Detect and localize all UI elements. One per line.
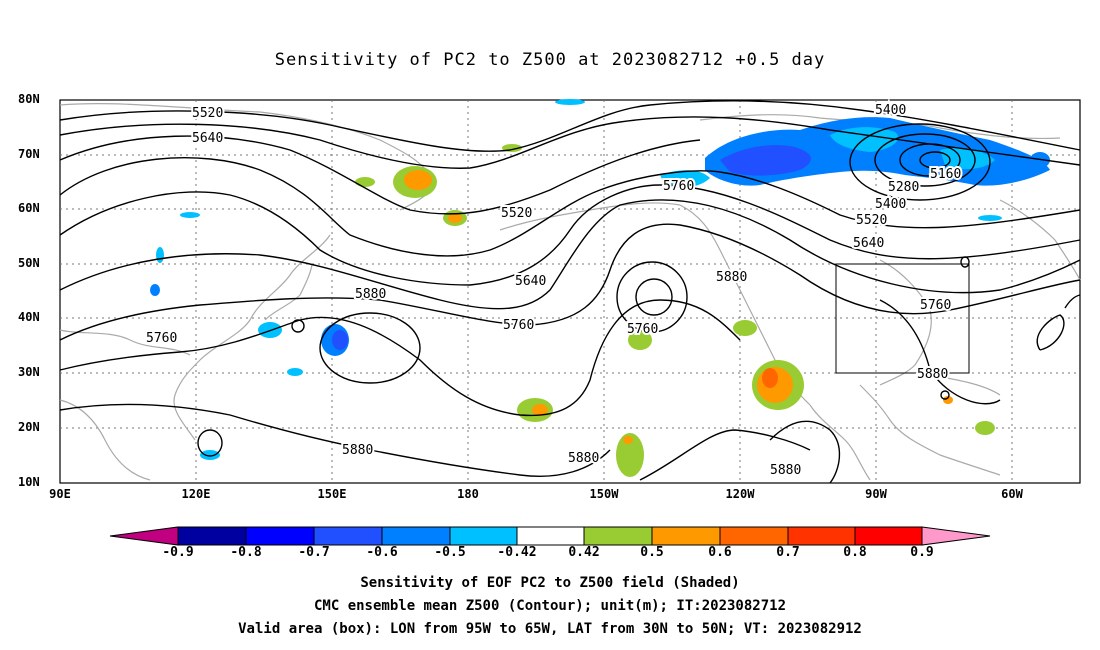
contour-label: 5520 [856, 213, 887, 228]
colorbar-tick-label: -0.5 [434, 545, 466, 560]
lon-label: 90E [49, 487, 71, 501]
contour-label: 5640 [853, 236, 884, 251]
contour-label: 5880 [770, 463, 801, 478]
colorbar-swatch [719, 526, 789, 546]
contour-label: 5760 [146, 331, 177, 346]
z500-contours [59, 100, 1081, 484]
colorbar-tick-label: 0.7 [776, 545, 800, 560]
colorbar-tick-label: -0.6 [366, 545, 398, 560]
colorbar-over-arrow [921, 526, 991, 546]
contour-label: 5520 [192, 106, 223, 121]
valid-area-box [835, 263, 970, 374]
colorbar-tick-label: -0.8 [230, 545, 262, 560]
colorbar-tick-label: 0.42 [568, 545, 600, 560]
lon-label: 150W [589, 487, 619, 501]
colorbar [109, 526, 991, 546]
colorbar-swatch [177, 526, 247, 546]
colorbar-swatch [313, 526, 383, 546]
contour-label: 5760 [920, 298, 951, 313]
contour-label: 5520 [501, 206, 532, 221]
colorbar-swatch [449, 526, 518, 546]
lon-label: 90W [865, 487, 887, 501]
gridlines [60, 100, 1080, 483]
colorbar-swatch [381, 526, 451, 546]
colorbar-swatch [516, 526, 585, 546]
contour-label: 5760 [627, 322, 658, 337]
contour-label: 5400 [875, 197, 906, 212]
contour-label: 5160 [930, 167, 961, 182]
colorbar-tick-label: 0.9 [910, 545, 934, 560]
lon-label: 180 [457, 487, 479, 501]
colorbar-tick-label: 0.5 [640, 545, 664, 560]
contour-label: 5640 [515, 274, 546, 289]
caption-line-3: Valid area (box): LON from 95W to 65W, L… [238, 621, 862, 637]
colorbar-swatch [854, 526, 923, 546]
colorbar-tick-label: 0.8 [843, 545, 867, 560]
contour-label: 5880 [917, 367, 948, 382]
contour-label: 5880 [568, 451, 599, 466]
colorbar-tick-label: 0.6 [708, 545, 732, 560]
lat-label: 70N [18, 147, 40, 161]
colorbar-swatch [583, 526, 653, 546]
contour-label: 5880 [355, 287, 386, 302]
lat-label: 10N [18, 475, 40, 489]
lat-label: 60N [18, 201, 40, 215]
lon-label: 120W [725, 487, 755, 501]
lat-label: 50N [18, 256, 40, 270]
colorbar-tick-label: -0.9 [162, 545, 194, 560]
colorbar-tick-label: -0.42 [497, 545, 537, 560]
contour-label: 5280 [888, 180, 919, 195]
caption-line-2: CMC ensemble mean Z500 (Contour); unit(m… [313, 598, 786, 614]
colorbar-under-arrow [109, 526, 179, 546]
plot-title: Sensitivity of PC2 to Z500 at 2023082712… [274, 50, 826, 70]
contour-label: 5760 [663, 179, 694, 194]
caption-line-1: Sensitivity of EOF PC2 to Z500 field (Sh… [360, 575, 740, 591]
lon-label: 150E [317, 487, 347, 501]
contour-label-group: 5400 5520 5640 5160 5280 5400 5520 5640 … [144, 101, 963, 480]
lat-label: 30N [18, 365, 40, 379]
lat-label: 80N [18, 92, 40, 106]
lat-label: 40N [18, 310, 40, 324]
lon-label: 60W [1001, 487, 1023, 501]
contour-label: 5640 [192, 131, 223, 146]
colorbar-swatch [651, 526, 721, 546]
contour-label: 5400 [875, 103, 906, 118]
contour-label: 5760 [503, 318, 534, 333]
contour-label: 5880 [716, 270, 747, 285]
colorbar-swatch [787, 526, 856, 546]
lon-label: 120E [181, 487, 211, 501]
colorbar-swatch [245, 526, 315, 546]
colorbar-tick-label: -0.7 [298, 545, 330, 560]
contour-label: 5880 [342, 443, 373, 458]
lat-label: 20N [18, 420, 40, 434]
